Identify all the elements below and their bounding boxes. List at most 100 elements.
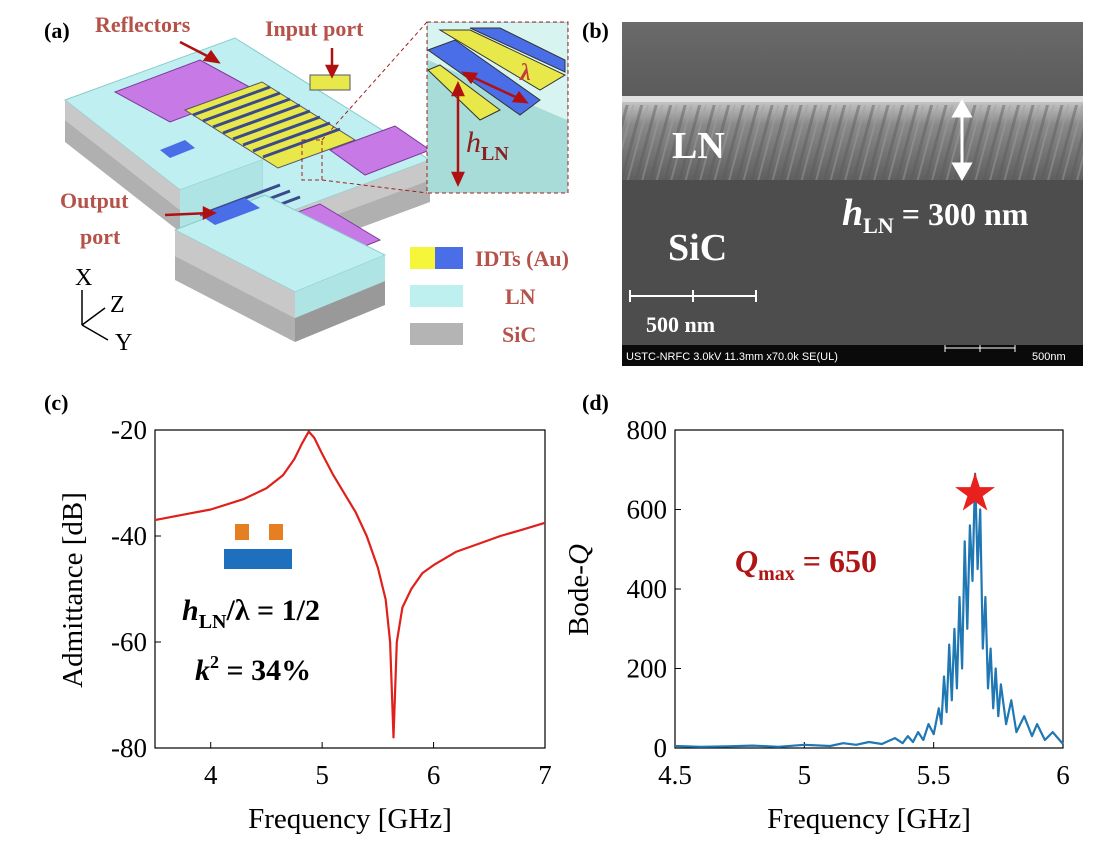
reflectors-label: Reflectors — [95, 12, 191, 37]
sic-side — [295, 281, 385, 342]
y-axis-title: Bode-Q — [563, 544, 595, 636]
sem-infobar — [622, 345, 1083, 366]
h-sub: LN — [199, 611, 227, 633]
lambda-label: λ — [519, 60, 531, 86]
panel-label: (a) — [44, 18, 70, 43]
y-tick-label: 600 — [627, 495, 668, 525]
annotation: hLN/λ = 1/2 — [182, 594, 320, 633]
legend-swatch — [410, 285, 463, 307]
panel-c: (c) hLN/λ = 1/2 k2 = 34% Frequency [GHz]… — [44, 390, 552, 835]
output-label: Output — [60, 188, 129, 213]
zoom-line — [321, 21, 428, 141]
annotation: Qmax = 650 — [735, 543, 877, 585]
sem-info: USTC-NRFC 3.0kV 11.3mm x70.0k SE(UL) — [626, 351, 838, 363]
sic-side — [65, 120, 180, 232]
ln-side — [295, 255, 385, 318]
device-icon — [224, 549, 292, 569]
y-title-part: Q — [563, 544, 595, 565]
zoom-line — [321, 179, 428, 194]
x-tick-label: 4 — [204, 760, 218, 790]
annotation-rest: = 650 — [795, 543, 877, 579]
h-sub: LN — [863, 213, 894, 238]
k-sup: 2 — [210, 652, 219, 672]
y-tick-label: -20 — [111, 415, 147, 445]
y-tick-label: -80 — [111, 733, 147, 763]
x-tick-label: 6 — [1056, 760, 1070, 790]
panel-b: (b) USTC-NRFC 3.0kV 11.3mm x70.0k SE(UL)… — [582, 18, 1083, 366]
axis-y: Y — [115, 330, 132, 356]
legend-swatch — [410, 323, 463, 345]
x-tick-label: 4.5 — [658, 760, 692, 790]
k: k — [195, 654, 210, 687]
sem-vacuum — [622, 22, 1083, 102]
sem-sic — [622, 180, 1083, 346]
sem-ruler — [944, 345, 1016, 352]
input-pad — [309, 74, 351, 91]
y-tick-label: -60 — [111, 627, 147, 657]
legend-swatch — [435, 247, 463, 269]
h: h — [182, 594, 199, 627]
y-tick-label: 0 — [654, 733, 668, 763]
axis-x: X — [75, 265, 92, 291]
h: h — [842, 192, 863, 234]
panel-label: (d) — [582, 390, 609, 415]
panel-label: (c) — [44, 390, 68, 415]
ln-side — [175, 230, 295, 318]
x-tick-label: 6 — [427, 760, 441, 790]
y-tick-label: 200 — [627, 654, 668, 684]
q: Q — [735, 543, 758, 579]
axes-glyph — [81, 290, 109, 341]
output-pad — [200, 198, 260, 225]
device-icon — [269, 524, 283, 540]
plot-frame — [154, 429, 546, 749]
device-icon — [235, 524, 249, 540]
scale-label: 500 nm — [646, 312, 715, 337]
y-tick-label: -40 — [111, 521, 147, 551]
h-sub: LN — [481, 143, 509, 165]
legend-swatch — [410, 247, 435, 269]
h: h — [466, 126, 481, 159]
legend-label: LN — [505, 284, 536, 309]
ln-side — [65, 100, 180, 210]
thickness-arrow — [951, 98, 973, 182]
y-tick-label: 800 — [627, 415, 668, 445]
sem-texture — [622, 105, 1083, 180]
y-tick-label: 400 — [627, 574, 668, 604]
annotation: k2 = 34% — [195, 652, 311, 687]
max-marker — [955, 472, 995, 511]
output-pad — [160, 140, 195, 158]
x-tick-label: 5.5 — [917, 760, 951, 790]
y-axis-title: Admittance [dB] — [57, 492, 89, 688]
annotation-rest: /λ = 1/2 — [225, 594, 320, 627]
x-tick-label: 5 — [798, 760, 812, 790]
sic-side — [175, 256, 295, 342]
legend-label: SiC — [502, 322, 536, 347]
panel-label: (b) — [582, 18, 609, 43]
panel-a: (a) — [44, 12, 569, 356]
x-tick-label: 7 — [538, 760, 552, 790]
legend-label: IDTs (Au) — [475, 246, 569, 271]
output-label: port — [80, 224, 121, 249]
data-line — [674, 472, 1064, 748]
scale-bar — [629, 290, 757, 302]
axis-z: Z — [110, 292, 125, 318]
plot-frame — [674, 429, 1064, 749]
q-sub: max — [758, 563, 795, 585]
sem-scale: 500nm — [1032, 351, 1066, 363]
h-label: hLN — [466, 126, 509, 165]
arrows — [164, 40, 340, 221]
input-label: Input port — [265, 16, 364, 41]
x-tick-label: 5 — [315, 760, 329, 790]
sem-surface — [622, 96, 1083, 102]
data-line — [154, 430, 546, 739]
x-axis-title: Frequency [GHz] — [248, 803, 452, 835]
inset-arrows — [451, 71, 529, 188]
ln-label: LN — [672, 125, 725, 167]
thickness-label: hLN = 300 nm — [842, 192, 1029, 238]
x-axis-title: Frequency [GHz] — [767, 803, 971, 835]
thickness-value: = 300 nm — [894, 196, 1029, 232]
panel-d: (d) Qmax = 650 Frequency [GHz] Bode-Q 4.… — [563, 390, 1070, 835]
sic-label: SiC — [668, 227, 727, 269]
y-title-part: Bode- — [563, 565, 595, 636]
